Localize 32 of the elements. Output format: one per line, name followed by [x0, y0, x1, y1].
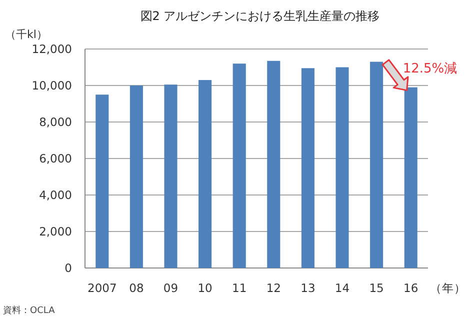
x-tick-label: 09 [163, 281, 178, 295]
y-tick-label: 0 [64, 261, 72, 275]
x-tick-label: 11 [232, 281, 247, 295]
bar [370, 62, 384, 268]
x-tick-label: 16 [404, 281, 418, 295]
y-tick-label: 8,000 [39, 115, 72, 129]
y-tick-label: 4,000 [39, 188, 72, 202]
chart-title: 図2 アルゼンチンにおける生乳生産量の推移 [140, 9, 380, 23]
annotation: 12.5%減 [402, 61, 458, 76]
y-tick-label: 10,000 [32, 78, 72, 92]
bar [164, 84, 178, 268]
x-tick-label: 08 [129, 281, 144, 295]
y-axis-title: （千kl） [5, 28, 48, 41]
x-tick-label: 12 [266, 281, 281, 295]
bar [301, 68, 314, 268]
text: 資料：OCLA [3, 305, 56, 316]
x-tick-label: 10 [198, 281, 212, 295]
bar [232, 64, 246, 268]
x-tick-label: 2007 [88, 281, 117, 295]
y-tick-label: 12,000 [32, 42, 72, 56]
bar [267, 60, 280, 268]
y-tick-label: 6,000 [39, 152, 72, 166]
x-tick-label: 14 [334, 281, 350, 295]
y-tick-label: 2,000 [39, 224, 72, 238]
x-axis-title: （年） [430, 281, 466, 295]
bar [96, 94, 109, 268]
bar [404, 87, 418, 268]
x-tick-label: 13 [300, 281, 316, 295]
bar [198, 80, 212, 268]
x-tick-label: 15 [369, 281, 384, 295]
bar [130, 86, 143, 268]
bar [336, 67, 349, 268]
